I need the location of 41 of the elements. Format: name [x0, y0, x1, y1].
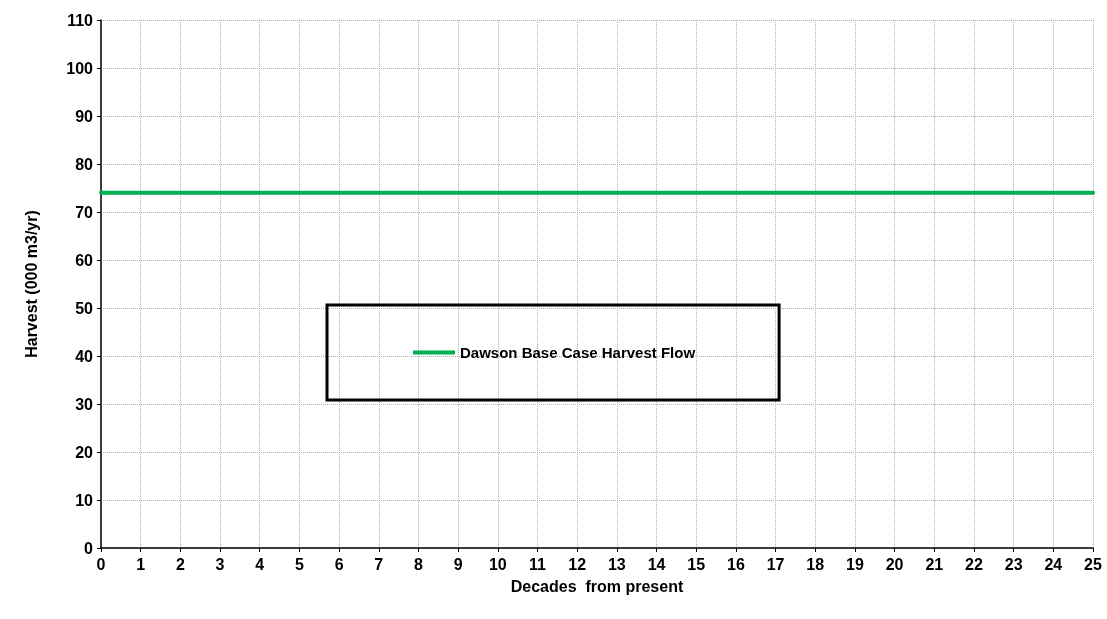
x-tick-label: 10 — [488, 555, 507, 573]
x-tick-label: 17 — [766, 555, 785, 573]
x-tick-label: 24 — [1044, 555, 1063, 573]
y-tick-label: 20 — [75, 443, 94, 461]
y-axis-title: Harvest (000 m3/yr) — [22, 210, 40, 358]
x-tick-label: 23 — [1004, 555, 1023, 573]
y-tick-label: 60 — [75, 251, 94, 269]
x-tick-label: 4 — [255, 555, 265, 573]
y-tick-label: 110 — [67, 11, 94, 29]
x-tick-label: 11 — [529, 555, 547, 573]
y-tick-label: 100 — [66, 59, 94, 77]
x-axis-title: Decades from present — [510, 577, 684, 595]
x-tick-label: 22 — [965, 555, 983, 573]
x-tick-label: 12 — [568, 555, 587, 573]
x-tick-label: 18 — [806, 555, 825, 573]
x-tick-label: 8 — [413, 555, 423, 573]
y-tick-label: 40 — [75, 347, 94, 365]
x-tick-label: 16 — [726, 555, 745, 573]
x-tick-label: 7 — [374, 555, 384, 573]
x-tick-label: 21 — [925, 555, 944, 573]
x-tick-label: 6 — [334, 555, 344, 573]
x-tick-label: 19 — [846, 555, 864, 573]
y-tick-label: 10 — [75, 491, 94, 509]
x-tick-label: 20 — [885, 555, 904, 573]
x-tick-label: 14 — [647, 555, 666, 573]
legend-label: Dawson Base Case Harvest Flow — [460, 344, 696, 361]
x-tick-label: 25 — [1084, 555, 1102, 573]
x-tick-label: 1 — [136, 555, 146, 573]
y-tick-label: 90 — [75, 107, 94, 125]
x-tick-label: 13 — [607, 555, 626, 573]
x-tick-label: 5 — [294, 555, 304, 573]
y-tick-label: 70 — [75, 203, 94, 221]
y-tick-label: 80 — [75, 155, 94, 173]
x-tick-label: 3 — [215, 555, 225, 573]
y-tick-label: 30 — [75, 395, 94, 413]
x-tick-label: 2 — [175, 555, 185, 573]
x-tick-label: 0 — [96, 555, 106, 573]
y-tick-label: 50 — [75, 299, 94, 317]
x-tick-label: 15 — [687, 555, 706, 573]
x-tick-label: 9 — [453, 555, 463, 573]
y-tick-label: 0 — [84, 539, 94, 557]
